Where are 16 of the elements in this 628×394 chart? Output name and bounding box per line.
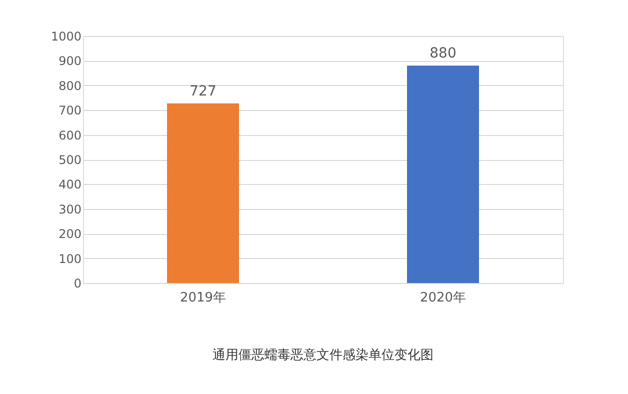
y-tick-label: 800 bbox=[58, 78, 82, 93]
x-tick-label: 2020年 bbox=[420, 290, 466, 306]
y-tick-label: 0 bbox=[74, 276, 82, 290]
x-tick-label: 2019年 bbox=[180, 290, 226, 306]
y-tick-label: 900 bbox=[58, 54, 82, 68]
y-tick-label: 500 bbox=[58, 153, 82, 167]
text: 通用僵恶蠕毒恶意文件感染单位变化图 bbox=[212, 348, 434, 363]
y-tick-label: 100 bbox=[58, 252, 82, 266]
data-label: 880 bbox=[430, 46, 456, 62]
y-tick-label: 600 bbox=[58, 128, 82, 142]
y-tick-label: 400 bbox=[58, 178, 82, 192]
y-tick-label: 200 bbox=[58, 227, 82, 242]
y-tick-label: 1000 bbox=[50, 30, 82, 44]
y-tick-label: 300 bbox=[58, 202, 82, 216]
data-label: 727 bbox=[190, 83, 216, 100]
y-tick-label: 700 bbox=[58, 104, 82, 118]
